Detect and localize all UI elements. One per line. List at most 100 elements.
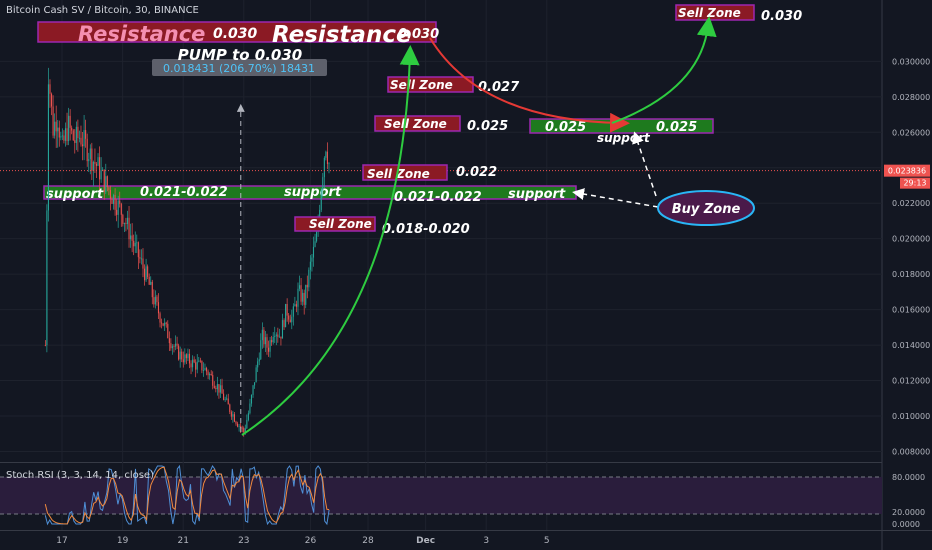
candle-body — [85, 130, 87, 139]
candle-body — [241, 427, 243, 429]
sell-zone-018-value: 0.018-0.020 — [382, 222, 470, 237]
sell-zone-022-value: 0.022 — [456, 165, 497, 180]
candle-body — [122, 214, 124, 224]
candle-body — [219, 385, 222, 393]
support-range-1: 0.021-0.022 — [140, 185, 228, 200]
stoch-rsi-band — [0, 477, 882, 514]
candle-body — [226, 398, 228, 400]
candle-body — [147, 266, 149, 277]
candle-body — [120, 203, 122, 215]
candle-body — [278, 336, 280, 338]
candle-body — [187, 353, 189, 359]
resistance-label-1: Resistance — [78, 22, 205, 46]
candle-body — [126, 217, 129, 224]
candle-body — [72, 130, 74, 141]
time-tick-7: 3 — [483, 536, 489, 546]
sell-zone-022[interactable] — [362, 164, 448, 181]
candle-body — [95, 163, 98, 166]
time-tick-5: 28 — [362, 536, 374, 546]
candle-body — [277, 334, 279, 337]
candle-body — [52, 106, 54, 136]
candle-body — [274, 336, 276, 338]
candle-body — [60, 136, 62, 138]
price-tick-11: 0.008000 — [892, 447, 930, 456]
candle-body — [145, 266, 147, 281]
candle-body — [325, 151, 327, 158]
candle-body — [102, 169, 104, 171]
candle-body — [323, 157, 325, 178]
candle-body — [213, 385, 215, 388]
candle-body — [232, 414, 234, 417]
candle-body — [275, 334, 277, 337]
candle-body — [192, 359, 194, 368]
candle-body — [171, 346, 173, 349]
price-tick-6: 0.018000 — [892, 270, 930, 279]
current-price-value: 0.023836 — [888, 167, 926, 176]
resistance-zone[interactable] — [37, 21, 437, 43]
price-tick-5: 0.020000 — [892, 235, 930, 244]
candle-body — [212, 375, 214, 386]
candle-body — [99, 157, 101, 180]
candle-body — [216, 384, 218, 390]
candle-body — [105, 176, 107, 192]
candle-body — [303, 292, 305, 305]
candle-body — [44, 345, 46, 346]
candle-body — [165, 322, 167, 324]
candle-body — [142, 258, 144, 269]
candle-body — [71, 127, 73, 131]
candle-body — [288, 315, 290, 320]
red-arrow — [429, 37, 630, 133]
candle-body — [137, 242, 139, 258]
candle-body — [246, 419, 248, 429]
sell-zone-018[interactable] — [294, 216, 376, 232]
sell-zone-025-label: Sell Zone — [384, 117, 447, 131]
candle-body — [178, 345, 180, 360]
candle-body — [264, 337, 266, 345]
candle-body — [139, 257, 141, 259]
buy-zone-ellipse[interactable] — [657, 190, 755, 226]
horizontal-gridlines — [0, 60, 882, 452]
candle-body — [174, 343, 177, 347]
pump-label: PUMP to 0.030 — [178, 46, 302, 64]
candle-body — [63, 135, 65, 141]
support-range-2: 0.021-0.022 — [394, 190, 482, 205]
sell-zone-027-label: Sell Zone — [390, 78, 453, 92]
candle-body — [261, 329, 263, 341]
candle-body — [128, 217, 130, 240]
time-tick-8: 5 — [544, 536, 550, 546]
candle-body — [156, 296, 158, 303]
candle-body — [54, 121, 56, 136]
sell-zone-025[interactable] — [374, 115, 461, 132]
candle-body — [157, 302, 160, 314]
candle-body — [119, 200, 121, 204]
candle-body — [179, 351, 181, 360]
candle-body — [221, 385, 223, 394]
candle-body — [47, 84, 49, 211]
support-025-right: 0.025 — [656, 120, 697, 135]
price-tick-7: 0.016000 — [892, 306, 930, 315]
candle-body — [89, 148, 91, 160]
candle-body — [291, 316, 293, 323]
candle-body — [61, 135, 63, 137]
candle-body — [289, 319, 291, 323]
candle-body — [286, 303, 288, 316]
candle-body — [257, 361, 259, 368]
candle-body — [311, 257, 313, 262]
candle-body — [75, 126, 77, 143]
candle-body — [182, 359, 184, 363]
candle-body — [88, 159, 90, 162]
candle-body — [244, 428, 246, 433]
candle-body — [181, 351, 183, 360]
candle-body — [308, 269, 310, 288]
candle-body — [97, 157, 99, 166]
candle-body — [140, 258, 142, 260]
price-axis-area[interactable] — [882, 0, 932, 550]
candle-body — [114, 195, 116, 210]
stoch-rsi-lines — [44, 464, 330, 526]
candle-body — [154, 296, 156, 305]
candle-body — [74, 140, 76, 143]
candle-body — [164, 322, 166, 326]
sell-zone-025-value: 0.025 — [467, 119, 508, 134]
stoch-k-line — [44, 464, 330, 526]
